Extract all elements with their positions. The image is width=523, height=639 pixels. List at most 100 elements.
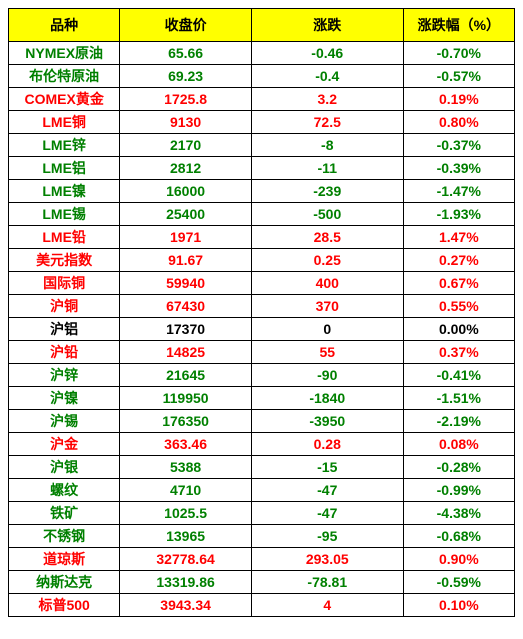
cell-pct: -1.47% [403,180,514,203]
cell-pct: -1.51% [403,387,514,410]
cell-name: LME铝 [9,157,120,180]
cell-pct: -0.99% [403,479,514,502]
cell-chg: -0.46 [251,42,403,65]
table-row: COMEX黄金1725.83.20.19% [9,88,515,111]
cell-pct: -0.59% [403,571,514,594]
table-row: 纳斯达克13319.86-78.81-0.59% [9,571,515,594]
cell-pct: 0.00% [403,318,514,341]
table-row: 沪锡176350-3950-2.19% [9,410,515,433]
cell-name: 国际铜 [9,272,120,295]
cell-name: COMEX黄金 [9,88,120,111]
cell-close: 4710 [120,479,252,502]
table-row: LME铅197128.51.47% [9,226,515,249]
col-header-pct: 涨跌幅（%） [403,9,514,42]
table-row: 标普5003943.3440.10% [9,594,515,617]
table-row: LME铜913072.50.80% [9,111,515,134]
cell-pct: 0.08% [403,433,514,456]
cell-chg: 72.5 [251,111,403,134]
cell-pct: 1.47% [403,226,514,249]
cell-chg: 400 [251,272,403,295]
cell-pct: 0.90% [403,548,514,571]
cell-close: 1725.8 [120,88,252,111]
cell-name: 沪铝 [9,318,120,341]
cell-pct: 0.19% [403,88,514,111]
col-header-chg: 涨跌 [251,9,403,42]
cell-chg: -0.4 [251,65,403,88]
cell-pct: -0.70% [403,42,514,65]
table-row: LME铝2812-11-0.39% [9,157,515,180]
table-row: 国际铜599404000.67% [9,272,515,295]
table-row: NYMEX原油65.66-0.46-0.70% [9,42,515,65]
table-row: LME锡25400-500-1.93% [9,203,515,226]
cell-chg: -95 [251,525,403,548]
cell-close: 3943.34 [120,594,252,617]
cell-name: LME锡 [9,203,120,226]
cell-name: 沪铅 [9,341,120,364]
cell-name: 沪镍 [9,387,120,410]
cell-chg: 293.05 [251,548,403,571]
cell-chg: -47 [251,479,403,502]
cell-pct: -0.39% [403,157,514,180]
cell-name: 沪金 [9,433,120,456]
cell-chg: -1840 [251,387,403,410]
cell-close: 1971 [120,226,252,249]
cell-chg: -500 [251,203,403,226]
cell-pct: -0.57% [403,65,514,88]
cell-pct: 0.10% [403,594,514,617]
cell-pct: -2.19% [403,410,514,433]
cell-name: 布伦特原油 [9,65,120,88]
cell-pct: 0.37% [403,341,514,364]
cell-name: 美元指数 [9,249,120,272]
market-table: 品种 收盘价 涨跌 涨跌幅（%） NYMEX原油65.66-0.46-0.70%… [8,8,515,617]
col-header-close: 收盘价 [120,9,252,42]
cell-pct: 0.55% [403,295,514,318]
cell-pct: 0.80% [403,111,514,134]
cell-close: 363.46 [120,433,252,456]
cell-chg: -3950 [251,410,403,433]
cell-close: 67430 [120,295,252,318]
cell-name: 沪锡 [9,410,120,433]
cell-close: 16000 [120,180,252,203]
cell-chg: -90 [251,364,403,387]
cell-name: NYMEX原油 [9,42,120,65]
cell-name: 标普500 [9,594,120,617]
cell-pct: -0.41% [403,364,514,387]
cell-close: 5388 [120,456,252,479]
cell-name: 螺纹 [9,479,120,502]
cell-name: LME镍 [9,180,120,203]
cell-chg: -8 [251,134,403,157]
cell-close: 176350 [120,410,252,433]
cell-chg: -15 [251,456,403,479]
cell-pct: -1.93% [403,203,514,226]
table-row: 铁矿1025.5-47-4.38% [9,502,515,525]
cell-pct: -0.28% [403,456,514,479]
cell-name: 沪锌 [9,364,120,387]
cell-close: 32778.64 [120,548,252,571]
cell-close: 14825 [120,341,252,364]
cell-close: 1025.5 [120,502,252,525]
cell-close: 13319.86 [120,571,252,594]
cell-chg: 370 [251,295,403,318]
table-row: 沪铅14825550.37% [9,341,515,364]
cell-close: 9130 [120,111,252,134]
cell-chg: -78.81 [251,571,403,594]
col-header-name: 品种 [9,9,120,42]
table-row: 沪铜674303700.55% [9,295,515,318]
cell-close: 2170 [120,134,252,157]
cell-name: 纳斯达克 [9,571,120,594]
cell-close: 65.66 [120,42,252,65]
cell-chg: 0 [251,318,403,341]
cell-chg: 28.5 [251,226,403,249]
table-row: 沪锌21645-90-0.41% [9,364,515,387]
cell-close: 59940 [120,272,252,295]
cell-pct: -0.37% [403,134,514,157]
table-row: 沪金363.460.280.08% [9,433,515,456]
cell-pct: -4.38% [403,502,514,525]
cell-name: 不锈钢 [9,525,120,548]
cell-close: 2812 [120,157,252,180]
table-row: 不锈钢13965-95-0.68% [9,525,515,548]
cell-close: 13965 [120,525,252,548]
table-row: LME锌2170-8-0.37% [9,134,515,157]
cell-chg: 0.28 [251,433,403,456]
cell-chg: -239 [251,180,403,203]
